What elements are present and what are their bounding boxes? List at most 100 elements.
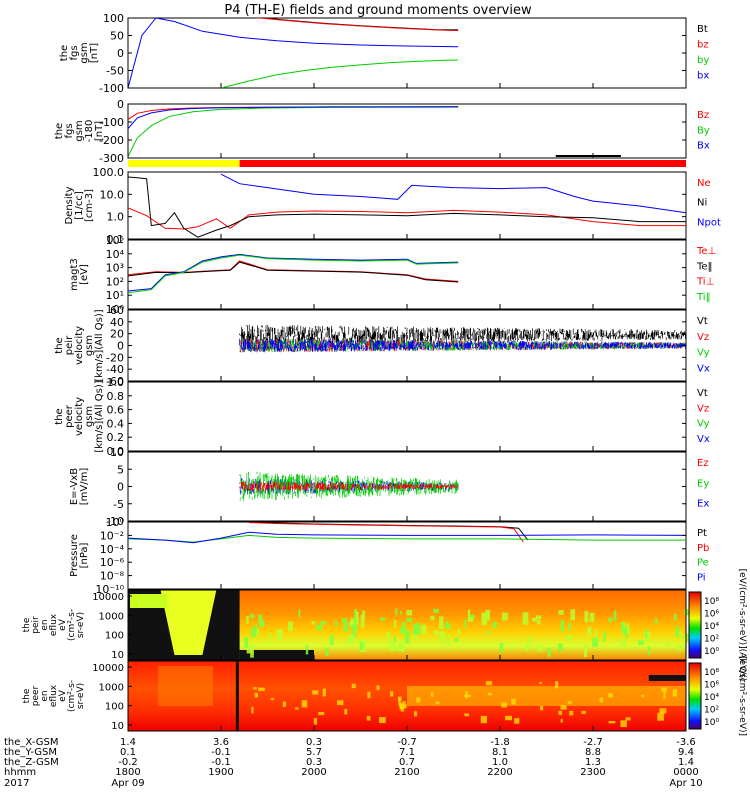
heatmap-cell [672,689,677,697]
heatmap-cell [416,622,421,635]
heatmap-cell [393,644,398,651]
legend-te: Te‖ [696,261,713,272]
y-axis-label-line: eflux [49,684,59,707]
colorbar-tick-label: 10² [704,706,719,716]
colorbar-tick-label: 10⁴ [704,622,719,632]
y-axis-label: magt3 [eV] [69,258,90,291]
y-axis-label-line: en [40,619,50,630]
y-tick-label: 10² [106,275,124,288]
colorbar-label: [eV/(cm²-s-sr-eV)](All Qs) [737,569,747,682]
legend-bt: Bt [697,24,708,35]
series-line-ni [128,176,686,238]
heatmap-cell [620,639,626,648]
y-axis-label-line: (cm²-s- [67,609,77,641]
heatmap-cell [663,690,666,699]
y-tick-label: 10⁻¹⁰ [95,583,124,596]
ephemeris-value: 0.1 [120,747,136,758]
panel-2: 0 -100 -200 -300 the fgs gsm -180 [nT] Bz By Bx [54,98,710,165]
heatmap-cell [258,687,265,692]
ephemeris-row-label: hhmm [4,767,36,778]
heatmap-cell [416,697,421,703]
heatmap-cell [356,611,359,625]
heatmap-cell [608,720,616,724]
heatmap-cell [557,643,563,651]
series-trace-vx [239,338,686,353]
y-tick-label: 10¹ [106,289,124,302]
heatmap-patch [158,666,213,706]
y-axis-label-line: [nPa] [79,542,90,568]
y-tick-label: -40 [106,363,124,376]
y-axis-label-line: gsm [74,120,85,141]
heatmap-cell [511,698,516,705]
panel-frame [127,381,687,452]
y-tick-label: -100 [99,116,124,129]
y-tick-label: 0.8 [107,390,125,403]
y-axis-label: the peer velocity gsm [km/s](All Qs)] [54,380,105,452]
heatmap-cell [398,646,404,652]
heatmap-cell [413,629,418,635]
heatmap-cell [259,620,265,627]
heatmap-cell [570,609,576,621]
legend-by: by [697,55,709,66]
y-axis-label: the peir en eflux eV (cm²-s-sr-eV) [22,609,86,641]
heatmap-cell [433,608,439,613]
legend-ex: Ex [697,499,709,510]
heatmap-cell [244,637,249,648]
y-tick-label: 10⁻⁶ [100,556,125,569]
heatmap-cell [362,610,366,618]
y-axis-label-line: [km/s](All Qs)] [94,380,105,452]
heatmap-cell [393,636,397,642]
electron-spectrogram: 10000 1000 100 10 the peer en eflux eV (cm²-s-sr-… [22,656,747,736]
heatmap-cell [454,637,459,642]
heatmap-cell [539,681,542,685]
y-axis-label-line: gsm [79,42,90,63]
legend-by: By [697,125,710,136]
heatmap-cell [555,681,559,689]
heatmap-cell [351,624,354,636]
heatmap-cell [433,630,439,635]
heatmap-cell [254,692,258,698]
y-axis-label-line: peir [64,335,75,355]
heatmap-cell [675,626,679,638]
ephemeris-row-label: the_Z-GSM [4,757,59,768]
heatmap-cell [439,631,446,643]
y-tick-label: 1000 [99,611,124,622]
heatmap-cell [254,624,258,636]
heatmap-cell [581,710,586,714]
ephemeris-value: 0.3 [306,757,322,768]
heatmap-cell [603,630,606,642]
heatmap-cell [246,616,249,624]
heatmap-cell [312,690,319,695]
series-trace-vt [239,324,686,345]
y-tick-label: -60 [106,375,124,388]
y-axis-label-line: peer [31,685,41,706]
ephemeris-value: 3.6 [213,737,229,748]
y-tick-label: 0.2 [107,431,125,444]
legend-pe: Pe [697,558,709,569]
legend-pt: Pt [697,528,707,539]
heatmap-cell [413,631,417,640]
y-tick-label: 10 [111,650,124,661]
y-axis-label: the fgs gsm [nT] [59,42,100,63]
y-axis-label-line: Density [64,186,75,224]
heatmap-cell [569,710,574,716]
heatmap-cell [337,700,344,706]
heatmap-cell [325,647,329,657]
y-axis-label-line: fgs [69,45,80,60]
heatmap-cell [359,641,364,650]
y-tick-label: 0 [117,481,124,494]
colorbar [688,662,702,730]
heatmap-cell [539,705,544,711]
heatmap-cell [480,715,487,724]
y-axis-label-line: peer [64,404,75,428]
series-line-pe [128,534,686,543]
heatmap-cell [367,691,371,699]
series-line-bz [148,18,459,32]
heatmap-cell [343,621,349,632]
y-tick-label: 50 [110,30,124,43]
heatmap-cell [487,692,493,696]
heatmap-cell [457,629,461,635]
colorbar-label-text: [eV/(cm²-s-sr-eV)] [737,656,747,736]
heatmap-cell [354,608,358,620]
